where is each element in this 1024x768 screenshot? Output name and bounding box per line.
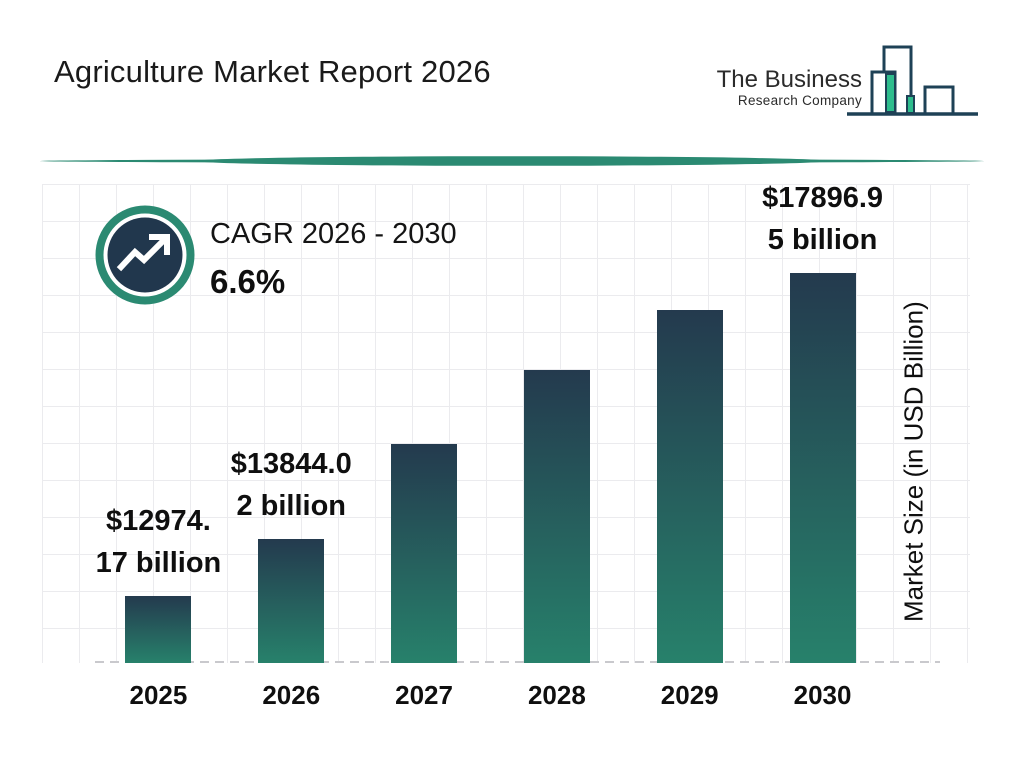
bar-slot: $12974. 17 billion bbox=[92, 184, 225, 663]
chart-baseline bbox=[95, 661, 940, 663]
bar-value-label-line: 2 billion bbox=[236, 490, 347, 522]
x-axis-label-2028: 2028 bbox=[527, 680, 586, 710]
x-axis-label-2029: 2029 bbox=[660, 680, 719, 710]
bar-value-label: $17896.9 5 billion bbox=[698, 177, 948, 261]
bar-slot bbox=[358, 184, 491, 663]
bar-slot: $13844.0 2 billion bbox=[225, 184, 358, 663]
x-axis-label-2025: 2025 bbox=[129, 680, 188, 710]
logo-company-subname: Research Company bbox=[737, 93, 862, 108]
bar-group: $12974. 17 billion $13844.0 2 billion $17896… bbox=[92, 182, 889, 663]
cagr-period-label: CAGR 2026 - 2030 bbox=[210, 218, 457, 250]
x-axis-label-2026: 2026 bbox=[262, 680, 321, 710]
bar-value-label-line: $17896.9 bbox=[762, 182, 884, 214]
bar-2028 bbox=[523, 370, 590, 663]
bar-value-label: $12974. 17 billion bbox=[33, 500, 283, 584]
bar-value-label-line: $12974. bbox=[105, 505, 211, 537]
bar-slot: $17896.9 5 billion bbox=[756, 182, 889, 663]
bar-value-label: $13844.0 2 billion bbox=[166, 443, 416, 527]
x-axis-labels: 2025 2026 2027 2028 2029 2030 bbox=[92, 680, 889, 711]
page-title: Agriculture Market Report 2026 bbox=[54, 54, 491, 89]
bar-value-label-line: $13844.0 bbox=[230, 448, 352, 480]
bar-value-label-line: 5 billion bbox=[767, 224, 878, 256]
header-divider bbox=[40, 156, 984, 166]
bar-2026 bbox=[258, 539, 325, 663]
bar-2027 bbox=[391, 444, 458, 663]
trend-up-icon bbox=[116, 234, 170, 272]
y-axis-title: Market Size (in USD Billion) bbox=[898, 301, 929, 623]
bar-slot bbox=[490, 184, 623, 663]
bar-2029 bbox=[656, 310, 723, 663]
bar-value-label-line: 17 billion bbox=[95, 547, 222, 579]
x-axis-label-2030: 2030 bbox=[793, 680, 852, 710]
brand-logo: The Business Research Company bbox=[717, 38, 980, 122]
bar-2030 bbox=[789, 273, 856, 663]
bar-chart-logo-icon bbox=[847, 45, 978, 116]
x-axis-label-2027: 2027 bbox=[395, 680, 453, 710]
bar-slot bbox=[623, 184, 756, 663]
logo-company-name: The Business bbox=[716, 66, 862, 93]
bar-2025 bbox=[125, 596, 192, 663]
cagr-badge bbox=[95, 205, 195, 305]
cagr-value: 6.6% bbox=[210, 263, 286, 300]
